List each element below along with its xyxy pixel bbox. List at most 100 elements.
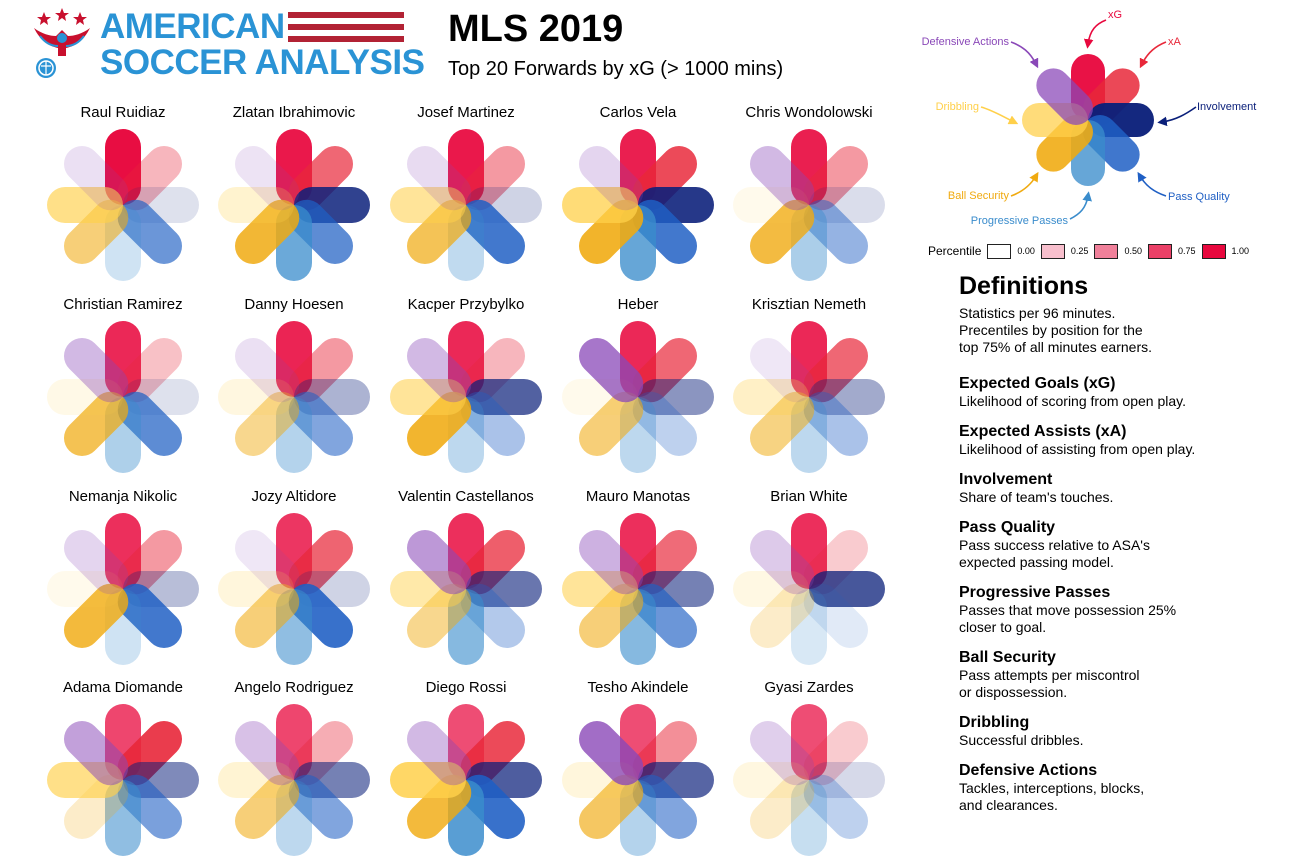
flower-christian-ramirez xyxy=(47,321,199,473)
petal-pass-quality xyxy=(803,583,869,649)
percentile-legend: Percentile 0.00 0.25 0.50 0.75 1.00 xyxy=(928,240,1255,262)
flower-zlatan-ibrahimovic xyxy=(218,129,370,281)
flower-jozy-altidore xyxy=(218,513,370,665)
definition-term: Dribbling xyxy=(959,714,1030,731)
petal-ball-security xyxy=(234,199,300,265)
petal-dribbling xyxy=(733,762,809,798)
petal-pass-quality xyxy=(632,391,698,457)
petal-xa xyxy=(117,145,183,211)
petal-xg xyxy=(448,321,484,397)
flower-brian-white xyxy=(733,513,885,665)
definition-item: Defensive Actions Tackles, interceptions,… xyxy=(959,761,1279,814)
petal-ball-security xyxy=(749,583,815,649)
petal-dribbling xyxy=(733,571,809,607)
petal-ball-security xyxy=(234,391,300,457)
legend-swatch xyxy=(987,243,1012,259)
petal-dribbling xyxy=(218,187,294,223)
petal-defensive-actions xyxy=(406,720,472,786)
definition-term: Pass Quality xyxy=(959,519,1056,536)
petal-pass-quality xyxy=(288,774,354,840)
petal-xg xyxy=(105,513,141,589)
flower-angelo-rodriguez xyxy=(218,704,370,856)
petal-defensive-actions xyxy=(234,720,300,786)
player-name: Zlatan Ibrahimovic xyxy=(232,104,356,121)
petal-xa xyxy=(632,337,698,403)
petal-xa xyxy=(460,145,526,211)
player-name: Tesho Akindele xyxy=(587,679,689,696)
petal-pass-quality xyxy=(632,774,698,840)
key-arrow-xg xyxy=(1083,19,1107,49)
player-name: Adama Diomande xyxy=(62,679,184,696)
petal-defensive-actions xyxy=(406,337,472,403)
petal-xa xyxy=(288,529,354,595)
definition-item: Involvement Share of team's touches. xyxy=(959,470,1279,506)
player-name: Christian Ramirez xyxy=(63,296,183,313)
flower-valentin-castellanos xyxy=(390,513,542,665)
definition-term: Expected Goals (xG) xyxy=(959,375,1116,392)
key-arrow-ball-security xyxy=(1010,171,1039,197)
petal-pass-quality xyxy=(460,199,526,265)
petal-dribbling xyxy=(47,379,123,415)
petal-ball-security xyxy=(63,583,129,649)
petal-dribbling xyxy=(562,571,638,607)
asa-logo: AMERICAN SOCCER ANALYSIS xyxy=(30,6,425,82)
petal-xg xyxy=(105,321,141,397)
definition-text: Tackles, interceptions, blocks, and clea… xyxy=(959,780,1145,813)
definition-item: Expected Goals (xG) Likelihood of scoring… xyxy=(959,374,1279,410)
logo-text-soccer-analysis: SOCCER ANALYSIS xyxy=(100,43,425,82)
legend-label: 0.50 xyxy=(1124,246,1142,256)
petal-xg xyxy=(105,129,141,205)
petal-ball-security xyxy=(234,583,300,649)
flower-josef-martinez xyxy=(390,129,542,281)
definition-term: Expected Assists (xA) xyxy=(959,423,1127,440)
definition-term: Progressive Passes xyxy=(959,584,1111,601)
flower-nemanja-nikolic xyxy=(47,513,199,665)
petal-xg xyxy=(276,704,312,780)
legend-title: Percentile xyxy=(928,244,982,258)
player-name: Danny Hoesen xyxy=(244,296,344,313)
player-name: Diego Rossi xyxy=(425,679,507,696)
player-name: Krisztian Nemeth xyxy=(751,296,867,313)
key-label-xa: xA xyxy=(1168,36,1182,48)
petal-defensive-actions xyxy=(234,145,300,211)
petal-pass-quality xyxy=(288,391,354,457)
definition-text: Pass attempts per miscontrol or disposse… xyxy=(959,667,1140,700)
legend-swatch xyxy=(1147,243,1172,259)
petal-defensive-actions xyxy=(406,145,472,211)
definition-term: Defensive Actions xyxy=(959,762,1098,779)
petal-xa xyxy=(803,145,869,211)
definition-text: Passes that move possession 25% closer t… xyxy=(959,602,1177,635)
key-arrow-involvement xyxy=(1157,106,1197,127)
definition-text: Pass success relative to ASA's expected … xyxy=(959,537,1150,570)
player-name: Brian White xyxy=(770,488,848,505)
petal-xg xyxy=(791,704,827,780)
flower-tesho-akindele xyxy=(562,704,714,856)
definitions-intro: Statistics per 96 minutes. Precentiles b… xyxy=(959,305,1152,355)
petal-pass-quality xyxy=(803,391,869,457)
definition-text: Successful dribbles. xyxy=(959,732,1084,748)
key-arrow-progressive-passes xyxy=(1069,191,1092,220)
petal-defensive-actions xyxy=(63,337,129,403)
definition-text: Likelihood of assisting from open play. xyxy=(959,441,1196,457)
petal-xg xyxy=(791,513,827,589)
petal-ball-security xyxy=(578,391,644,457)
petal-defensive-actions xyxy=(406,529,472,595)
flower-chris-wondolowski xyxy=(733,129,885,281)
legend-label: 1.00 xyxy=(1231,246,1250,256)
petal-defensive-actions xyxy=(578,529,644,595)
legend-item: 0.00 xyxy=(987,243,1035,259)
key-label-dribbling: Dribbling xyxy=(936,101,979,113)
petal-pass-quality xyxy=(803,199,869,265)
legend-label: 0.00 xyxy=(1017,246,1035,256)
petal-pass-quality xyxy=(117,391,183,457)
petal-progressive-passes xyxy=(791,589,827,665)
petal-defensive-actions xyxy=(749,145,815,211)
flower-carlos-vela xyxy=(562,129,714,281)
petal-ball-security xyxy=(578,774,644,840)
petal-pass-quality xyxy=(117,583,183,649)
definition-text: Share of team's touches. xyxy=(959,489,1114,505)
definition-item: Pass Quality Pass success relative to ASA… xyxy=(959,518,1279,571)
legend-item: 1.00 xyxy=(1201,243,1250,259)
petal-dribbling xyxy=(218,571,294,607)
player-name: Josef Martinez xyxy=(417,104,515,121)
